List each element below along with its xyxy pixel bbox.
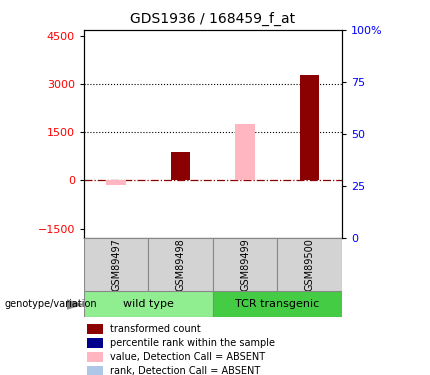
Bar — [87, 324, 103, 334]
Text: percentile rank within the sample: percentile rank within the sample — [110, 338, 275, 348]
Bar — [148, 238, 213, 291]
Bar — [235, 124, 255, 180]
Bar — [107, 180, 126, 184]
Text: GSM89499: GSM89499 — [240, 238, 250, 291]
Text: transformed count: transformed count — [110, 324, 200, 334]
Bar — [84, 291, 213, 317]
Bar — [213, 238, 277, 291]
Text: GSM89498: GSM89498 — [175, 238, 186, 291]
Bar — [84, 238, 148, 291]
Text: wild type: wild type — [123, 299, 174, 309]
Bar — [300, 75, 319, 180]
Text: TCR transgenic: TCR transgenic — [235, 299, 319, 309]
Bar — [87, 366, 103, 375]
Text: GSM89500: GSM89500 — [304, 238, 315, 291]
Text: value, Detection Call = ABSENT: value, Detection Call = ABSENT — [110, 352, 265, 362]
Text: rank, Detection Call = ABSENT: rank, Detection Call = ABSENT — [110, 366, 260, 375]
Polygon shape — [67, 300, 82, 309]
Title: GDS1936 / 168459_f_at: GDS1936 / 168459_f_at — [130, 12, 295, 26]
Bar — [87, 352, 103, 362]
Text: GSM89497: GSM89497 — [111, 238, 121, 291]
Text: genotype/variation: genotype/variation — [4, 299, 97, 309]
Bar — [87, 338, 103, 348]
Bar — [277, 238, 342, 291]
Bar — [171, 152, 190, 180]
Bar — [213, 291, 342, 317]
